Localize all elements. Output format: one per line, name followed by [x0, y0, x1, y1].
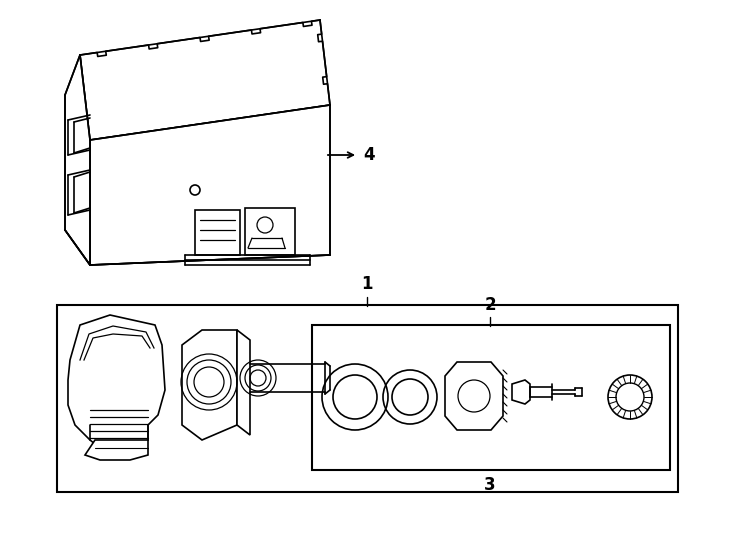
Text: 3: 3	[484, 476, 495, 494]
Polygon shape	[85, 440, 148, 460]
Polygon shape	[237, 330, 250, 435]
Bar	[312, 325, 670, 470]
Polygon shape	[512, 380, 530, 404]
Polygon shape	[195, 210, 240, 255]
Polygon shape	[445, 362, 503, 430]
Text: 2: 2	[484, 296, 495, 314]
Text: 1: 1	[361, 275, 373, 293]
Polygon shape	[65, 55, 90, 265]
Polygon shape	[245, 208, 295, 255]
Polygon shape	[80, 20, 330, 140]
Polygon shape	[90, 105, 330, 265]
Polygon shape	[68, 315, 165, 448]
Polygon shape	[182, 330, 237, 440]
Text: 4: 4	[363, 146, 374, 164]
Bar	[57, 305, 678, 492]
